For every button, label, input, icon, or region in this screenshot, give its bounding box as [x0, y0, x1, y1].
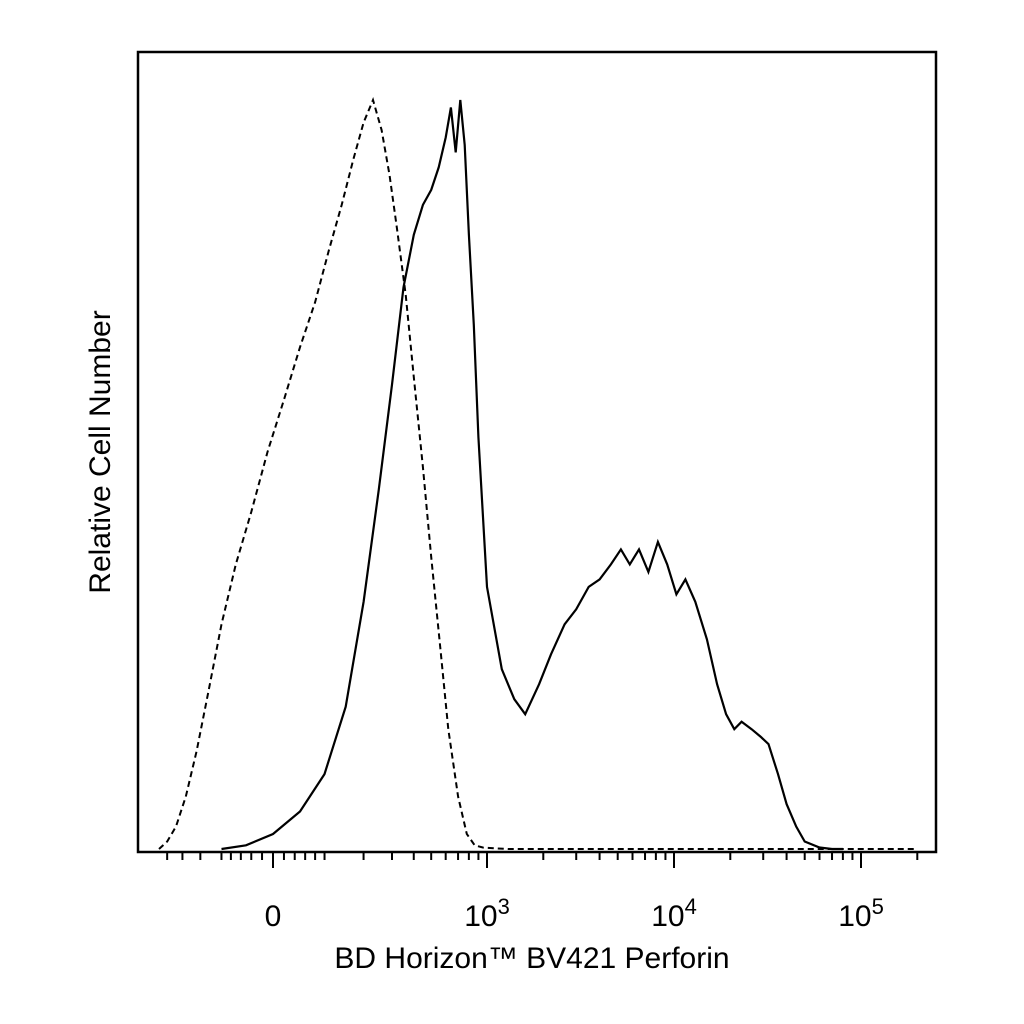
x-tick-label: 104	[651, 894, 697, 933]
x-tick-label: 105	[838, 894, 884, 933]
y-axis-label: Relative Cell Number	[84, 310, 117, 593]
series-dashed-line	[158, 96, 918, 850]
x-axis-label: BD Horizon™ BV421 Perforin	[334, 942, 729, 975]
x-tick-label: 0	[265, 900, 282, 933]
x-tick-label: 103	[464, 894, 510, 933]
x-axis-tick-labels: 0 103 104 105	[265, 894, 884, 933]
plot-area	[158, 96, 918, 851]
plot-frame	[136, 50, 938, 854]
x-axis-ticks	[166, 852, 919, 868]
series-solid-line	[221, 99, 843, 851]
